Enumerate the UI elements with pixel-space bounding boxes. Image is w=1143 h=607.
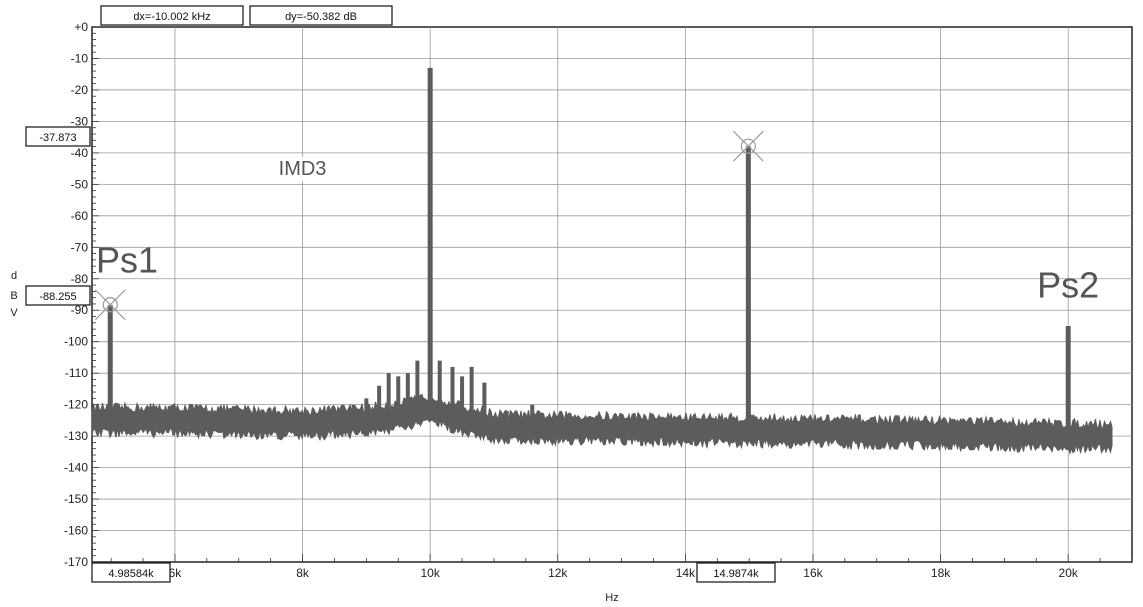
y-tick-label: -20 xyxy=(71,83,89,97)
y-tick-label: -40 xyxy=(71,146,89,160)
x-tick-label: 20k xyxy=(1059,566,1079,580)
x-tick-label: 12k xyxy=(548,566,568,580)
y-tick-label: -90 xyxy=(71,303,89,317)
y-marker-2-readout: -88.255 xyxy=(39,291,76,303)
y-tick-label: -130 xyxy=(64,429,88,443)
x-tick-label: 10k xyxy=(420,566,440,580)
y-tick-label: -110 xyxy=(65,366,88,380)
y-tick-label: -50 xyxy=(71,177,89,191)
y-marker-2-box xyxy=(25,285,91,306)
y-tick-label: -120 xyxy=(64,398,88,412)
y-tick-label: -80 xyxy=(71,272,89,286)
cursor-marker-circle xyxy=(102,297,118,313)
x-marker-1-readout: 4.98584k xyxy=(108,568,154,580)
x-axis-ticks: 6k 8k 10k 12k 14k 16k 18k 20k xyxy=(110,554,1133,580)
annotation-label: IMD3 xyxy=(279,158,327,180)
y-axis-ticks: +0 -10 -20 -30 -40 -50 -60 -70 -80 -90 -100 -110 -12… xyxy=(64,20,99,569)
dx-readout-box xyxy=(100,5,244,26)
x-tick-label: 16k xyxy=(803,566,823,580)
y-tick-label: -70 xyxy=(71,240,89,254)
y-tick-label: -160 xyxy=(64,524,88,538)
y-axis-title-d: d xyxy=(11,270,17,282)
y-axis-title-b: B xyxy=(10,290,17,302)
plot-area xyxy=(91,26,1133,563)
annotation-label: Ps2 xyxy=(1037,265,1099,306)
y-tick-label: -10 xyxy=(71,51,89,65)
spectrum-trace xyxy=(91,67,1113,456)
y-marker-1-box xyxy=(25,126,91,147)
x-tick-label: 18k xyxy=(931,566,951,580)
x-marker-1-box xyxy=(91,562,171,583)
cursor-marker-circle xyxy=(740,138,756,154)
y-tick-label: -140 xyxy=(64,461,88,475)
noise-floor-line xyxy=(91,390,1113,454)
dx-readout: dx=-10.002 kHz xyxy=(133,11,210,23)
y-tick-label: -150 xyxy=(64,492,88,506)
y-marker-1-readout: -37.873 xyxy=(39,132,76,144)
y-axis-title-v: V xyxy=(10,307,18,319)
y-tick-label: -100 xyxy=(64,335,88,349)
y-tick-label: -60 xyxy=(71,209,89,223)
y-tick-label: -30 xyxy=(71,114,89,128)
cursor-markers xyxy=(94,130,764,321)
dy-readout-box xyxy=(249,5,393,26)
annotation-bg xyxy=(272,156,333,181)
x-marker-2-readout: 14.9874k xyxy=(713,568,759,580)
y-tick-label: +0 xyxy=(74,20,88,34)
y-tick-label: -170 xyxy=(64,555,88,569)
x-tick-label: 14k xyxy=(676,566,696,580)
dy-readout: dy=-50.382 dB xyxy=(285,11,357,23)
x-axis-title: Hz xyxy=(605,592,618,604)
cursor-marker-x xyxy=(94,289,126,321)
x-tick-label: 8k xyxy=(296,566,310,580)
x-tick-label: 6k xyxy=(169,566,183,580)
x-marker-2-box xyxy=(696,562,776,583)
cursor-marker-x xyxy=(732,130,764,162)
annotation-label: Ps1 xyxy=(96,239,158,280)
annotations: Ps1 IMD3 Ps2 xyxy=(96,156,1099,306)
